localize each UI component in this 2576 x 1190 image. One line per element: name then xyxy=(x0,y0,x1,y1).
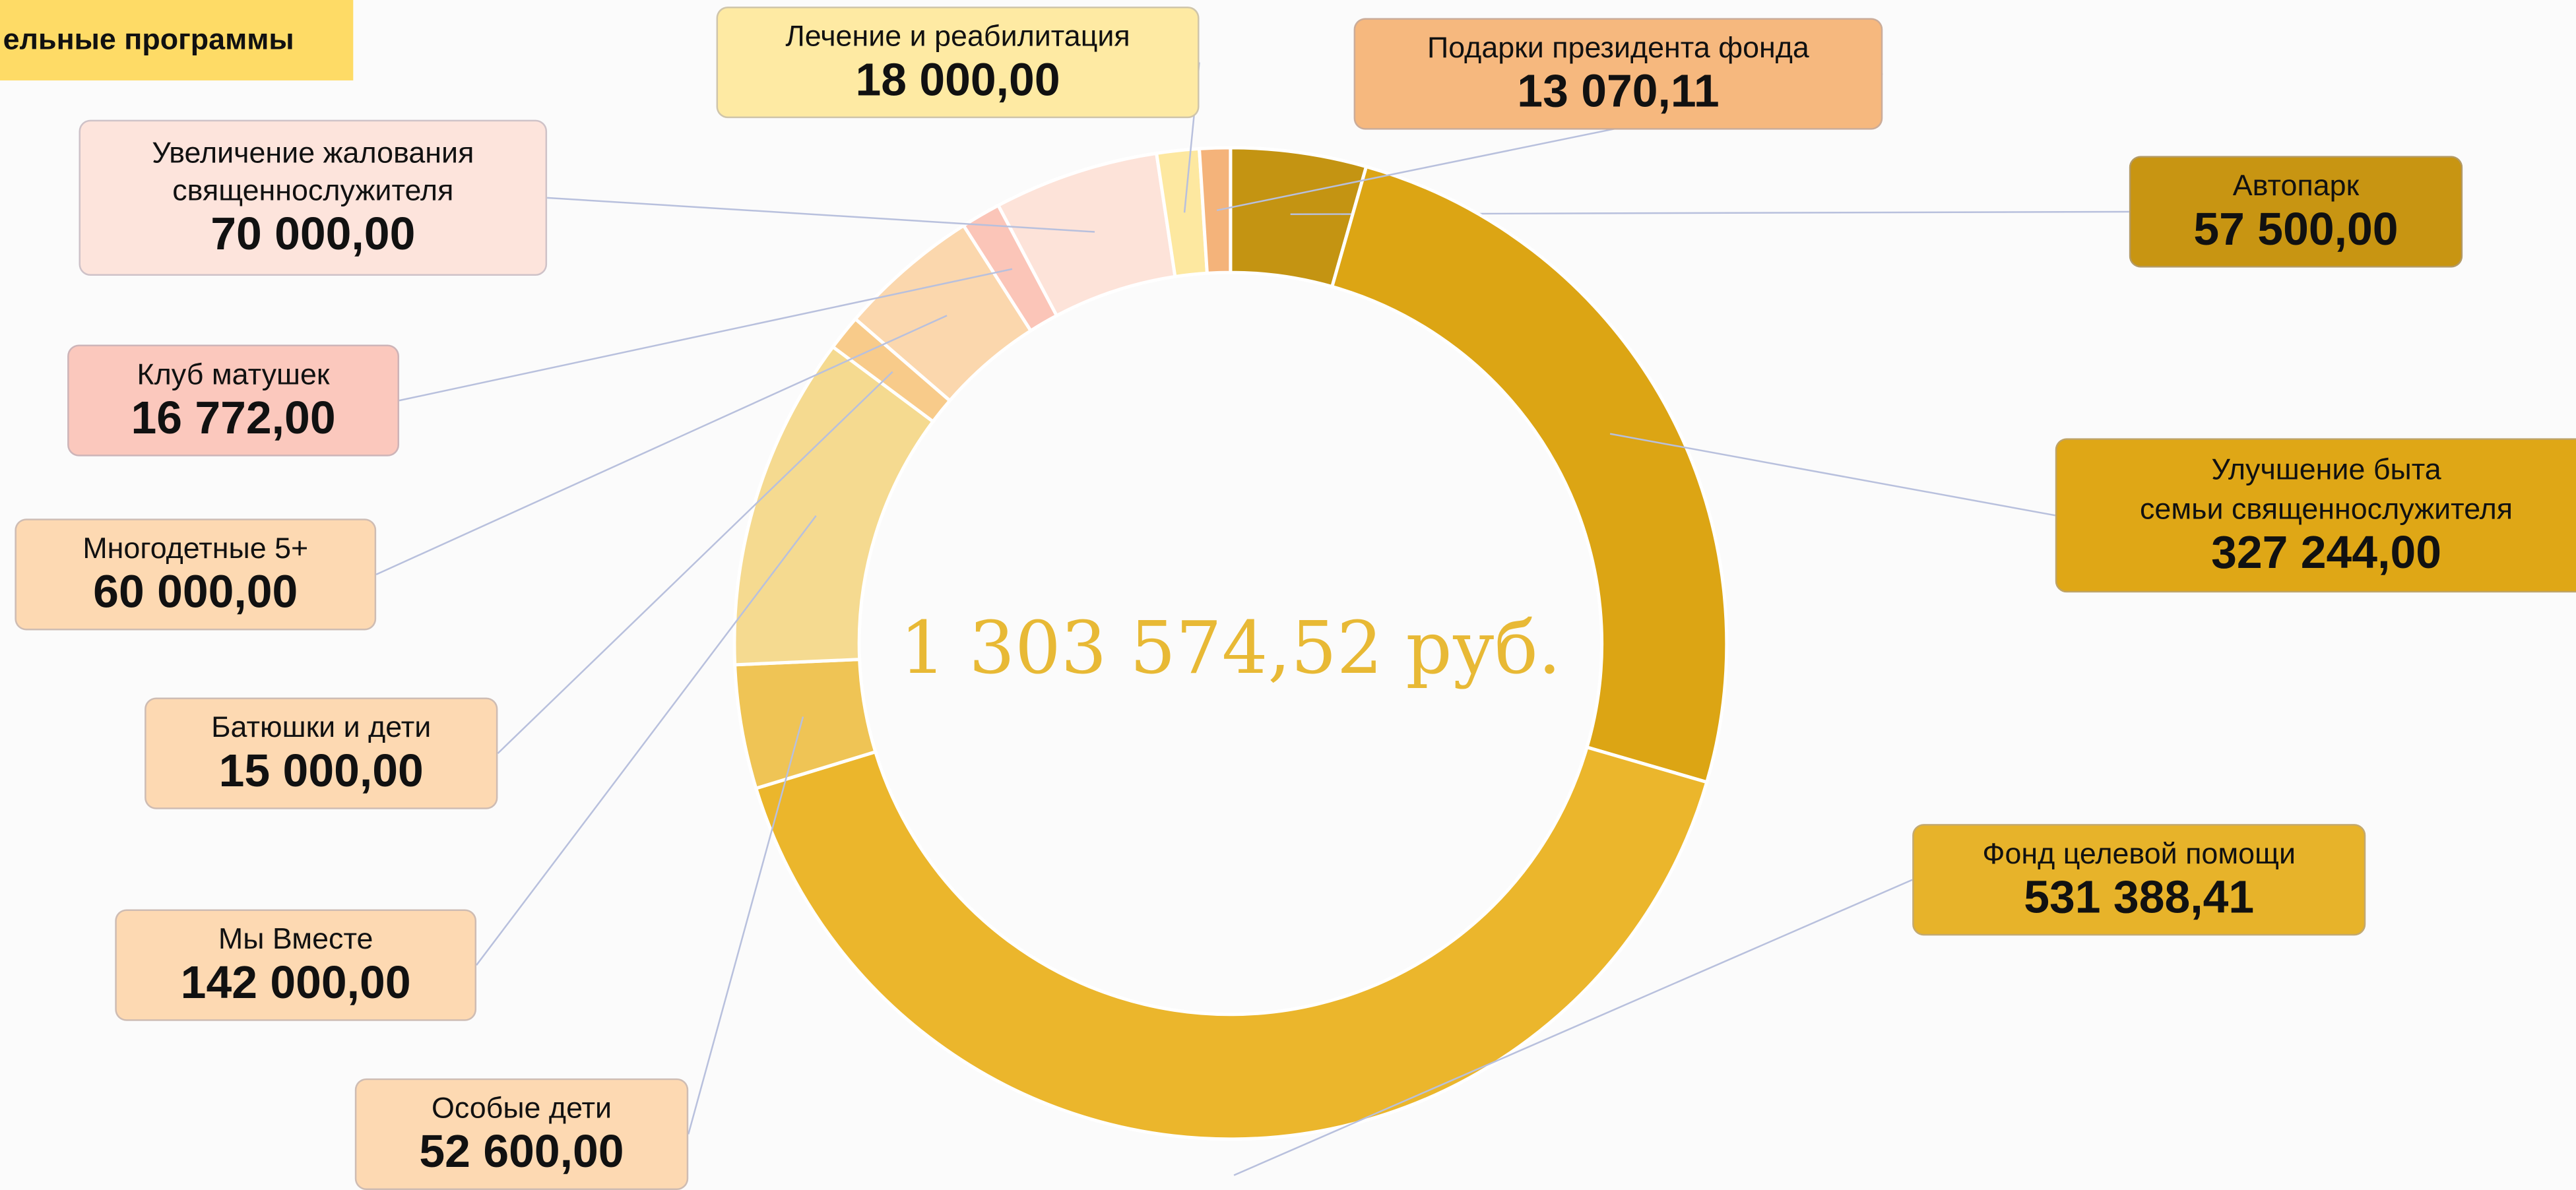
category-label: Особые дети xyxy=(431,1091,612,1125)
category-label: Лечение и реабилитация xyxy=(785,19,1130,53)
total-label: 1 303 574,52 руб. xyxy=(899,607,1561,691)
value-label: 327 244,00 xyxy=(2211,526,2441,578)
leader-line xyxy=(375,315,948,576)
leader-line xyxy=(399,268,1013,402)
value-label: 52 600,00 xyxy=(419,1126,624,1177)
label-box: Подарки президента фонда 13 070,11 xyxy=(1353,18,1883,130)
category-label: Автопарк xyxy=(2232,169,2360,202)
label-box: Лечение и реабилитация 18 000,00 xyxy=(716,6,1200,119)
label-box: Батюшки и дети 15 000,00 xyxy=(145,697,498,809)
label-box: Мы Вместе 142 000,00 xyxy=(115,909,477,1021)
value-label: 16 772,00 xyxy=(131,392,336,444)
value-label: 15 000,00 xyxy=(218,745,424,797)
label-box: Увеличение жалования священнослужителя 70… xyxy=(79,119,548,276)
leader-line xyxy=(476,515,817,966)
value-label: 57 500,00 xyxy=(2193,204,2399,255)
leader-line xyxy=(688,716,804,1135)
label-box: Многодетные 5+ 60 000,00 xyxy=(15,518,377,631)
value-label: 531 388,41 xyxy=(2024,872,2255,924)
category-label: Батюшки и дети xyxy=(211,710,432,743)
donut-segment xyxy=(1197,146,1233,275)
category-label: Улучшение быта семьи священнослужителя xyxy=(2140,453,2513,525)
category-label: Увеличение жалования священнослужителя xyxy=(152,135,474,207)
label-box: Автопарк 57 500,00 xyxy=(2129,156,2463,268)
value-label: 142 000,00 xyxy=(180,957,411,1009)
leader-line xyxy=(1233,879,1913,1176)
leader-line xyxy=(497,371,893,755)
donut-segment xyxy=(754,745,1709,1141)
value-label: 60 000,00 xyxy=(93,567,298,618)
label-box: Особые дети 52 600,00 xyxy=(354,1078,689,1190)
label-box: Улучшение быта семьи священнослужителя 32… xyxy=(2055,438,2576,593)
category-label: Фонд целевой помощи xyxy=(1982,836,2296,870)
category-label: Клуб матушек xyxy=(137,358,330,391)
category-label: Подарки президента фонда xyxy=(1427,31,1809,64)
donut-segment xyxy=(1330,164,1729,784)
category-label: Многодетные 5+ xyxy=(82,531,309,565)
label-box: Клуб матушек 16 772,00 xyxy=(67,344,400,456)
category-label: Мы Вместе xyxy=(218,922,373,955)
value-label: 13 070,11 xyxy=(1517,66,1720,117)
leader-line xyxy=(547,197,1095,233)
value-label: 70 000,00 xyxy=(210,209,416,261)
value-label: 18 000,00 xyxy=(855,54,1060,106)
label-box: Фонд целевой помощи 531 388,41 xyxy=(1912,824,2366,936)
leader-line xyxy=(1609,433,2055,517)
title: ельные программы xyxy=(0,0,354,80)
